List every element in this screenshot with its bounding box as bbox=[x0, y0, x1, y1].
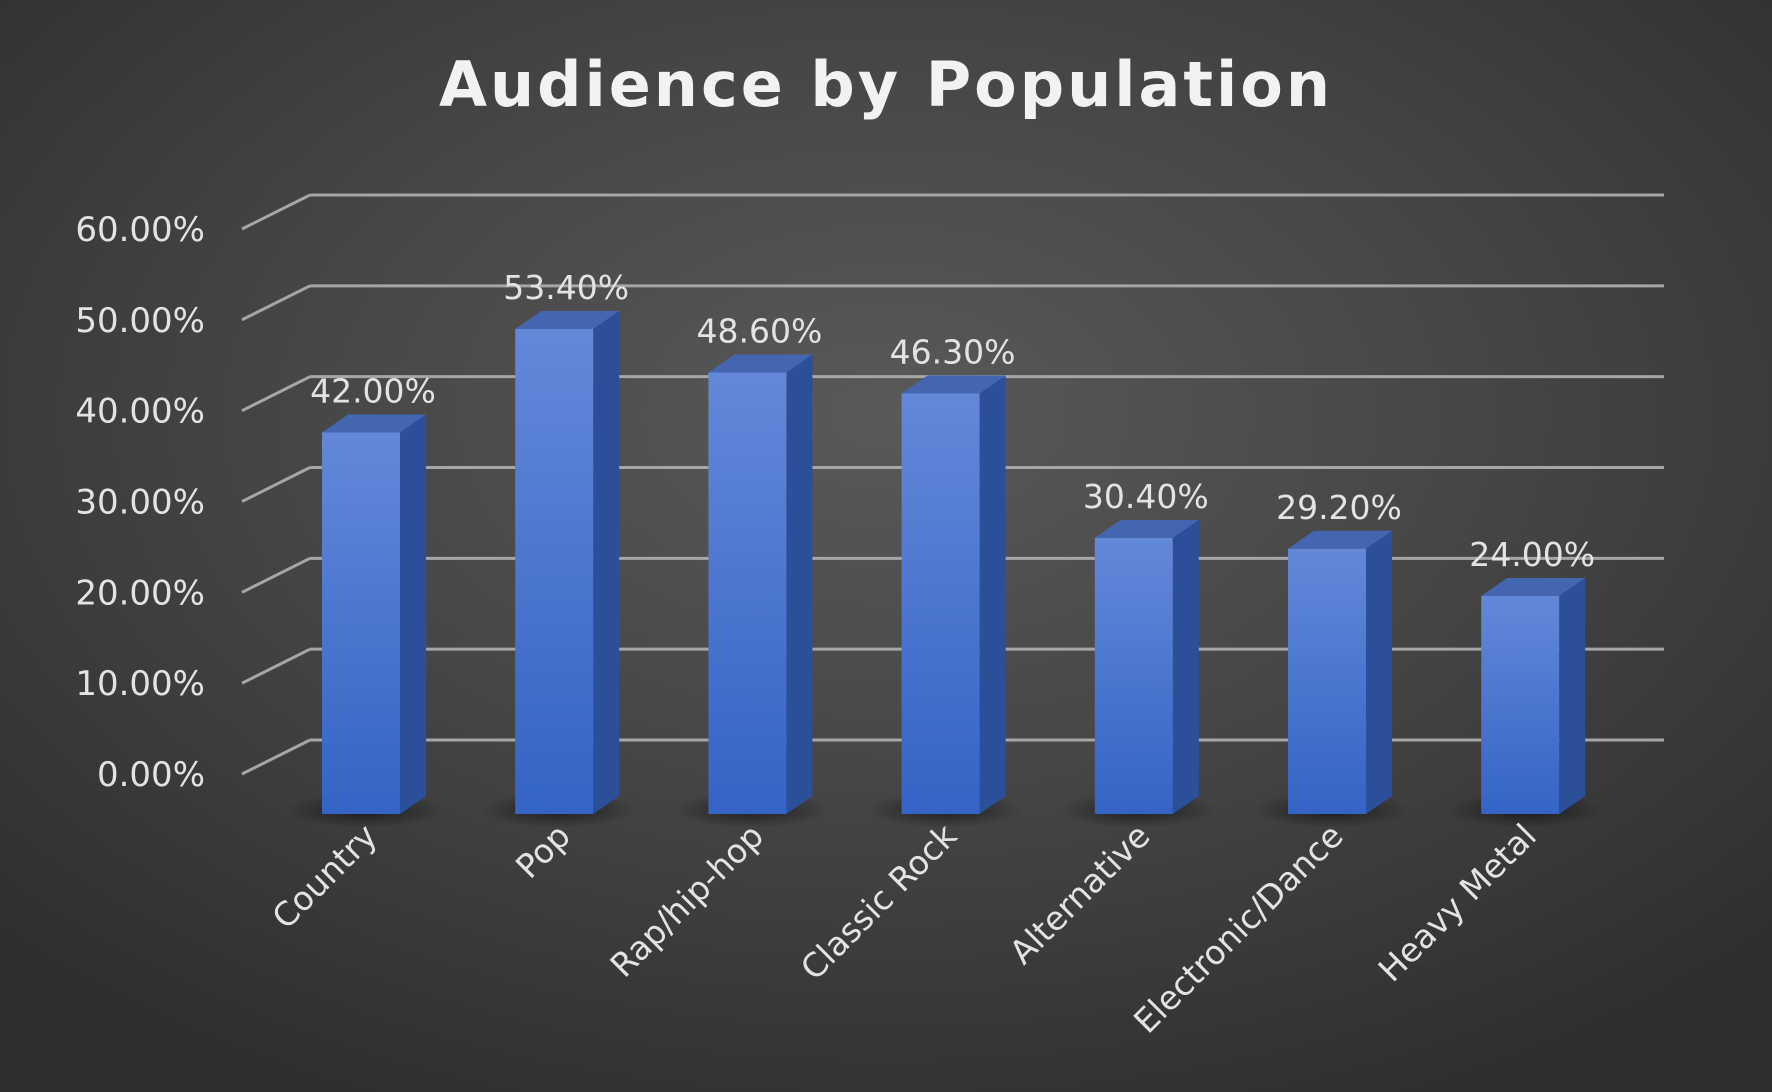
y-tick-label: 30.00% bbox=[75, 483, 205, 523]
data-label: 53.40% bbox=[503, 268, 629, 307]
bar-side bbox=[400, 414, 426, 814]
gridline-depth bbox=[241, 738, 311, 776]
y-tick-label: 60.00% bbox=[75, 210, 205, 250]
gridline-depth bbox=[241, 193, 311, 231]
data-label: 46.30% bbox=[890, 332, 1016, 371]
bar bbox=[322, 432, 400, 814]
gridline-depth bbox=[241, 375, 311, 413]
bar-top bbox=[901, 375, 1006, 394]
data-labels: 42.00% 53.40% 48.60% 46.30% 30.40% 29.20% 24.0… bbox=[310, 268, 1595, 574]
y-axis: 0.00% 10.00% 20.00% 30.00% 40.00% 50.00% 60.00… bbox=[75, 210, 205, 795]
data-label: 29.20% bbox=[1276, 488, 1402, 527]
x-tick-label: Electronic/Dance bbox=[1126, 816, 1351, 1041]
y-tick-label: 20.00% bbox=[75, 573, 205, 613]
bar-top bbox=[322, 414, 426, 433]
bar bbox=[1094, 537, 1173, 814]
bar bbox=[708, 372, 787, 814]
data-label: 48.60% bbox=[696, 312, 822, 351]
bar-top bbox=[1094, 519, 1199, 538]
bars bbox=[286, 310, 1603, 828]
data-label: 24.00% bbox=[1469, 535, 1595, 574]
gridline-depth bbox=[241, 556, 311, 594]
bar-top bbox=[1481, 578, 1586, 596]
bar bbox=[1481, 596, 1560, 814]
data-label: 30.40% bbox=[1083, 477, 1209, 516]
bar-side bbox=[593, 310, 620, 814]
x-tick-label: Country bbox=[264, 816, 384, 936]
bar bbox=[515, 328, 594, 814]
x-tick-label: Heavy Metal bbox=[1371, 816, 1544, 989]
bar-top bbox=[515, 310, 620, 329]
gridline-depth bbox=[241, 284, 311, 322]
bar bbox=[1288, 548, 1366, 814]
bar-side bbox=[1172, 519, 1199, 814]
y-tick-label: 0.00% bbox=[97, 755, 205, 795]
bar-side bbox=[1366, 530, 1392, 814]
chart-title: Audience by Population bbox=[439, 48, 1333, 121]
x-tick-label: Alternative bbox=[1002, 816, 1158, 972]
bar-side bbox=[786, 354, 813, 814]
data-label: 42.00% bbox=[310, 372, 436, 411]
gridline-depth bbox=[241, 647, 311, 685]
x-axis: Country Pop Rap/hip-hop Classic Rock Alterna… bbox=[264, 815, 1543, 1040]
gridline-depth bbox=[241, 466, 311, 503]
bar-top bbox=[1288, 530, 1392, 549]
y-tick-label: 10.00% bbox=[75, 664, 205, 704]
bar bbox=[901, 393, 980, 814]
bar-side bbox=[979, 375, 1006, 814]
x-tick-label: Rap/hip-hop bbox=[602, 816, 771, 985]
bar-side bbox=[1559, 578, 1586, 814]
x-tick-label: Classic Rock bbox=[793, 815, 965, 987]
y-tick-label: 40.00% bbox=[75, 392, 205, 432]
bar-top bbox=[708, 354, 813, 373]
y-tick-label: 50.00% bbox=[75, 301, 205, 341]
